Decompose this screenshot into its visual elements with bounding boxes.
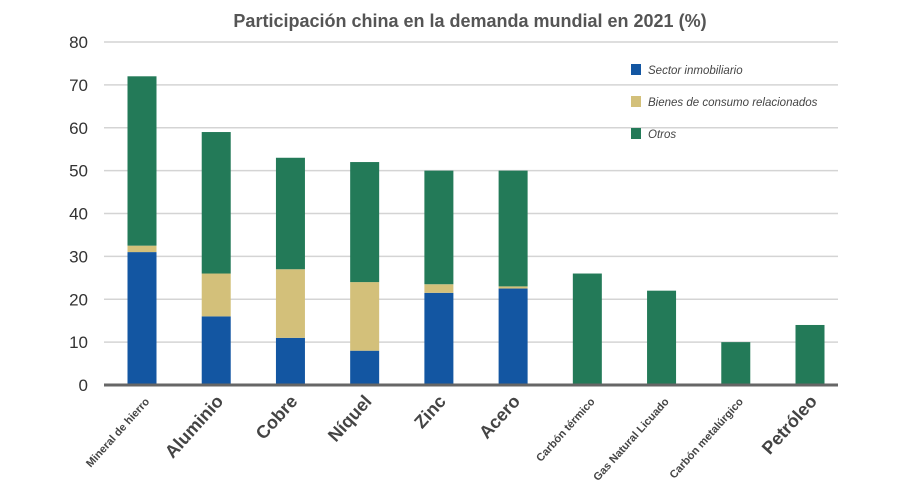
bar-segment [350,162,380,283]
x-tick-label: Zinc [410,391,450,432]
bar-segment [201,273,231,317]
y-tick-label: 40 [69,205,88,224]
x-tick-label: Níquel [324,391,376,445]
x-tick-label: Petróleo [758,391,821,458]
legend-label: Bienes de consumo relacionados [648,97,818,109]
bar-segment [424,170,454,285]
bar-segment [127,245,157,253]
bar-segment [350,282,380,351]
y-tick-label: 80 [69,33,88,52]
bar-segment [721,342,751,385]
bar-segment [201,316,231,385]
x-tick-label: Gas Natural Licuado [591,396,672,484]
y-tick-label: 20 [69,290,88,309]
bar-segment [795,324,825,385]
legend-swatch [631,64,641,75]
legend-swatch [631,96,641,107]
x-tick-label: Acero [475,391,524,442]
x-tick-label: Carbón térmico [534,396,598,465]
legend-label: Otros [648,129,676,141]
bar-segment [275,157,305,270]
legend-label: Sector inmobiliario [648,65,743,77]
y-tick-label: 10 [69,333,88,352]
bar-segment [424,292,454,385]
bar-segment [647,290,677,385]
y-tick-label: 60 [69,119,88,138]
bar-segment [275,337,305,385]
x-axis: Mineral de hierro Aluminio Cobre Níquel Zinc… [84,391,821,483]
legend-swatch [631,128,641,139]
y-tick-label: 0 [79,376,88,395]
y-tick-label: 70 [69,76,88,95]
bar-segment [424,284,454,293]
bars [127,76,825,385]
bar-segment [127,76,157,246]
bar-segment [127,252,157,385]
bar-segment [498,288,528,385]
chart-title: Participación china en la demanda mundia… [233,11,706,31]
x-tick-label: Mineral de hierro [84,396,152,470]
x-tick-label: Cobre [252,391,302,443]
legend: Sector inmobiliario Bienes de consumo rel… [631,64,818,141]
bar-segment [350,350,380,385]
bar-segment [498,286,528,289]
x-tick-label: Carbón metalúrgico [668,396,747,481]
bar-segment [498,170,528,287]
bar-segment [201,132,231,274]
bar-segment [572,273,602,385]
x-tick-label: Aluminio [161,391,227,462]
y-axis: 0 10 20 30 40 50 60 70 80 [69,33,88,395]
bar-segment [275,269,305,338]
y-tick-label: 50 [69,162,88,181]
y-tick-label: 30 [69,247,88,266]
